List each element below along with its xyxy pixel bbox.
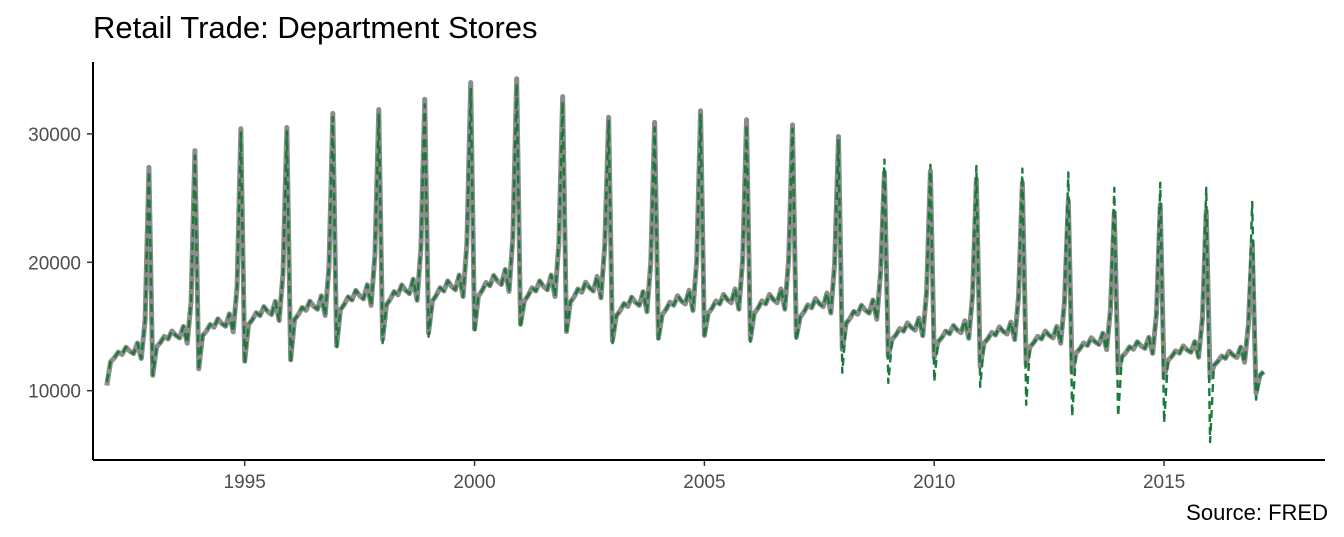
- series-line-dashed: [105, 82, 1265, 444]
- x-tick-label: 2000: [453, 472, 495, 493]
- series-layer: [104, 76, 1266, 444]
- x-tick-label: 2005: [683, 472, 725, 493]
- y-tick-label: 20000: [28, 253, 81, 274]
- x-tick-label: 1995: [224, 472, 266, 493]
- axes-layer: 10000 20000 30000 1995 2000 2005 2010 2015: [28, 62, 1325, 493]
- x-tick-label: 2010: [913, 472, 955, 493]
- chart-title: Retail Trade: Department Stores: [93, 10, 538, 45]
- series-line-solid: [104, 76, 1266, 396]
- source-caption: Source: FRED: [1186, 500, 1328, 525]
- y-tick-label: 30000: [28, 125, 81, 146]
- y-tick-label: 10000: [28, 382, 81, 403]
- x-tick-label: 2015: [1143, 472, 1185, 493]
